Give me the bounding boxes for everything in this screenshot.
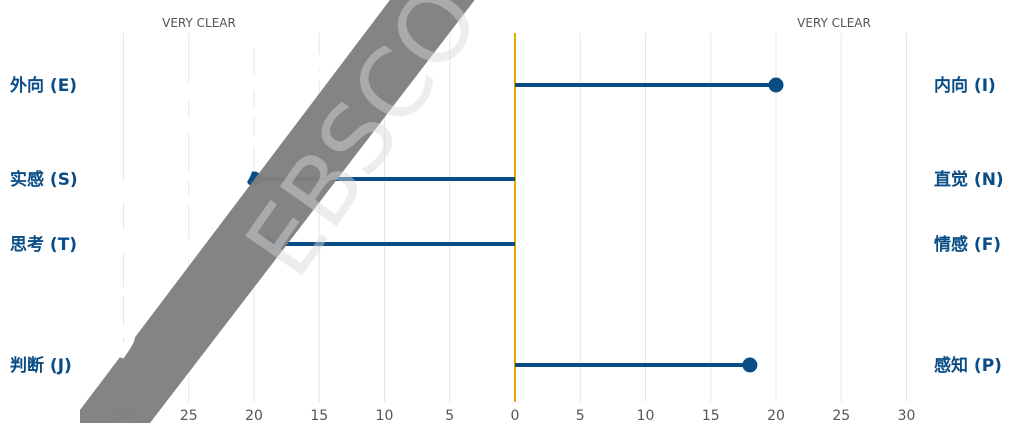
- preference-row: 思考 (T) 情感 (F): [10, 234, 1001, 255]
- preference-row: 判断 (J) 感知 (P): [10, 355, 1002, 376]
- x-tick-label: 15: [310, 408, 328, 423]
- x-tick-label: 0: [511, 408, 520, 423]
- x-tick-label: 10: [637, 408, 655, 423]
- x-tick-label: 5: [576, 408, 585, 423]
- clarity-label-right: VERY CLEAR: [797, 16, 871, 30]
- x-tick-label: 10: [376, 408, 394, 423]
- x-tick-label: 15: [702, 408, 720, 423]
- left-pole-label: 实感 (S): [10, 169, 78, 190]
- preference-row: 实感 (S) 直觉 (N): [10, 169, 1004, 190]
- clarity-label-left: VERY CLEAR: [162, 16, 236, 30]
- preference-row: 外向 (E) 内向 (I): [10, 75, 996, 96]
- lollipop-dot: [259, 236, 275, 252]
- left-pole-label: 判断 (J): [10, 355, 72, 376]
- right-pole-label: 情感 (F): [934, 234, 1001, 255]
- x-tick-label: 25: [180, 408, 198, 423]
- left-pole-label: 外向 (E): [10, 75, 77, 96]
- lollipop-dot: [768, 77, 784, 93]
- x-axis-ticks: 30 25 20 15 10 5 0 5 10 15 20 25 30: [115, 408, 916, 423]
- x-tick-label: 25: [832, 408, 850, 423]
- right-pole-label: 内向 (I): [934, 75, 996, 96]
- x-tick-label: 30: [898, 408, 916, 423]
- right-pole-label: 感知 (P): [934, 355, 1002, 376]
- lollipop-dot: [246, 171, 262, 187]
- x-tick-label: 30: [115, 408, 133, 423]
- preference-rows: 外向 (E) 内向 (I) 实感 (S) 直觉 (N) 思考 (T) 情感 (F) 判断 (…: [10, 75, 1004, 376]
- left-pole-label: 思考 (T): [10, 234, 77, 255]
- x-tick-label: 5: [445, 408, 454, 423]
- x-tick-label: 20: [767, 408, 785, 423]
- right-pole-label: 直觉 (N): [934, 169, 1004, 190]
- x-tick-label: 20: [245, 408, 263, 423]
- lollipop-dot: [742, 357, 758, 373]
